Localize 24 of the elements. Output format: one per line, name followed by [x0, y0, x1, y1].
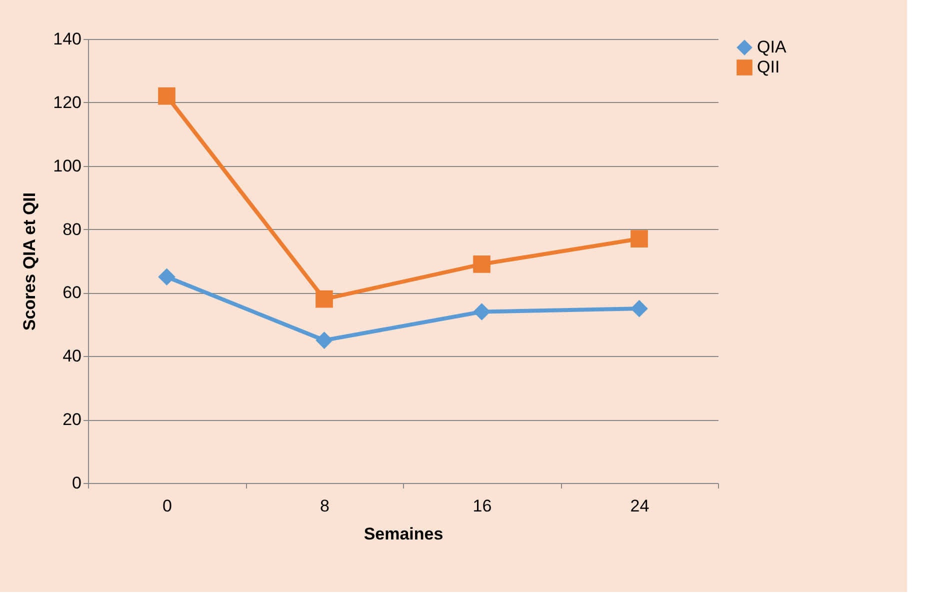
- x-tick-label: 0: [162, 496, 172, 516]
- x-tick-label: 16: [472, 496, 492, 516]
- x-tick-label: 24: [630, 496, 650, 516]
- point: [158, 268, 176, 286]
- y-tick-label: 40: [62, 346, 82, 366]
- point: [630, 300, 648, 318]
- y-tick-label: 80: [62, 220, 82, 239]
- point: [316, 332, 333, 349]
- y-tick-label: 0: [72, 474, 82, 492]
- x-tick-label: 8: [320, 496, 330, 516]
- y-tick-label: 120: [53, 92, 82, 112]
- x-axis-title: Semaines: [364, 524, 444, 544]
- point: [158, 87, 176, 105]
- y-tick-label: 20: [62, 410, 82, 430]
- point: [630, 230, 648, 248]
- y-tick-label: 60: [62, 283, 82, 302]
- point: [473, 303, 490, 320]
- y-axis-title: Scores QIA et QII: [20, 192, 40, 331]
- point: [473, 256, 490, 273]
- legend-label: QIA: [757, 38, 787, 56]
- y-tick-label: 100: [53, 156, 82, 176]
- legend-label: QII: [757, 58, 780, 76]
- point: [316, 290, 333, 308]
- y-tick-label: 140: [53, 30, 82, 48]
